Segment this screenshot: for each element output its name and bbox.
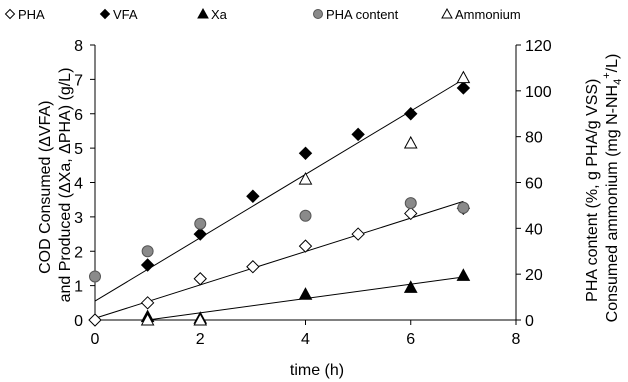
legend-marker [197, 7, 209, 19]
x-tick-label: 2 [196, 331, 205, 348]
vfa-point [193, 227, 207, 241]
pha-content-point [89, 270, 101, 283]
pha-point [404, 206, 418, 221]
legend: PHA VFA Xa PHA content Ammonium [4, 7, 521, 22]
pha-point [88, 313, 102, 327]
y-axis-title-right-line2-pre: Consumed ammonium (mg N-NH [604, 85, 621, 322]
trendline [94, 200, 464, 319]
x-axis-title: time (h) [290, 362, 344, 379]
legend-item-xa: Xa [197, 7, 228, 22]
y-axis-title-right-line2-sub: 4 [612, 79, 624, 85]
legend-label: PHA [18, 7, 45, 22]
xa-point [456, 268, 471, 281]
xa-point [403, 280, 418, 293]
pha-content-point [299, 209, 312, 222]
y-left-tick-label: 5 [74, 141, 83, 158]
legend-item-vfa: VFA [99, 7, 138, 22]
legend-item-ammonium: Ammonium [441, 7, 521, 22]
legend-label: VFA [113, 7, 138, 22]
legend-label: PHA content [326, 7, 399, 22]
y-axis-title-right-line1: PHA content (%, g PHA/g VSS) [584, 79, 601, 302]
y-axis-title-right: PHA content (%, g PHA/g VSS) Consumed am… [584, 54, 624, 323]
y-axis-title-right-line2-post: /L) [604, 54, 621, 73]
y-axis-title-right-line2-sup: + [601, 72, 613, 78]
y-left-tick-label: 2 [74, 244, 83, 261]
vfa-point [351, 127, 365, 142]
y-axis-title-left-line1: COD Consumed (ΔVFA) [37, 101, 54, 274]
y-right-tick-label: 60 [525, 176, 543, 193]
y-right-tick-label: 80 [525, 130, 543, 147]
y-axis-title-right-line2: Consumed ammonium (mg N-NH4+/L) [601, 54, 624, 323]
pha-content-point [457, 201, 470, 214]
legend-label: Xa [211, 7, 228, 22]
ammonium-point [193, 312, 208, 326]
ammonium-point [456, 70, 471, 84]
y-right-tick-label: 40 [525, 221, 543, 238]
y-right-tick-label: 120 [525, 38, 552, 55]
y-left-tick-label: 6 [74, 107, 83, 124]
legend-marker [99, 8, 111, 20]
x-tick-label: 8 [512, 331, 521, 348]
y-axis-title-left: COD Consumed (ΔVFA) and Produced (ΔXa, Δ… [37, 68, 74, 303]
x-tick-label: 0 [91, 331, 100, 348]
legend-item-pha-content: PHA content [313, 7, 399, 22]
legend-marker [313, 9, 323, 19]
pha-point [140, 296, 155, 310]
trendline [94, 78, 464, 302]
legend-item-pha: PHA [4, 7, 45, 22]
y-right-tick-label: 20 [525, 267, 543, 284]
pha-point [246, 260, 260, 274]
y-right-tick-label: 0 [525, 313, 534, 330]
vfa-point [404, 107, 418, 121]
ammonium-point [298, 172, 313, 185]
pha-content-point [404, 197, 417, 210]
data-points [88, 70, 471, 327]
vfa-point [246, 189, 260, 203]
y-left-tick-label: 4 [74, 176, 83, 193]
vfa-point [298, 146, 313, 160]
pha-point [298, 239, 313, 253]
y-right-tick-label: 100 [525, 84, 552, 101]
y-left-tick-label: 8 [74, 38, 83, 55]
y-left-tick-label: 0 [74, 313, 83, 330]
xa-point [298, 287, 313, 300]
x-tick-label: 6 [406, 331, 415, 348]
y-left-tick-label: 7 [74, 72, 83, 89]
pha-content-point [141, 245, 154, 258]
y-axis-title-left-line2: and Produced (ΔXa, ΔPHA) (g/L) [57, 68, 74, 303]
y-left-tick-label: 3 [74, 210, 83, 227]
legend-marker [4, 8, 16, 20]
vfa-point [456, 81, 471, 95]
pha-content-point [194, 217, 207, 230]
ammonium-point [140, 312, 155, 326]
y-left-tick-label: 1 [74, 279, 83, 296]
legend-marker [441, 7, 453, 19]
vfa-point [140, 258, 155, 272]
pha-point [351, 227, 365, 241]
x-tick-label: 4 [301, 331, 310, 348]
legend-label: Ammonium [455, 7, 521, 22]
ammonium-point [403, 135, 418, 149]
pha-point [193, 272, 207, 286]
